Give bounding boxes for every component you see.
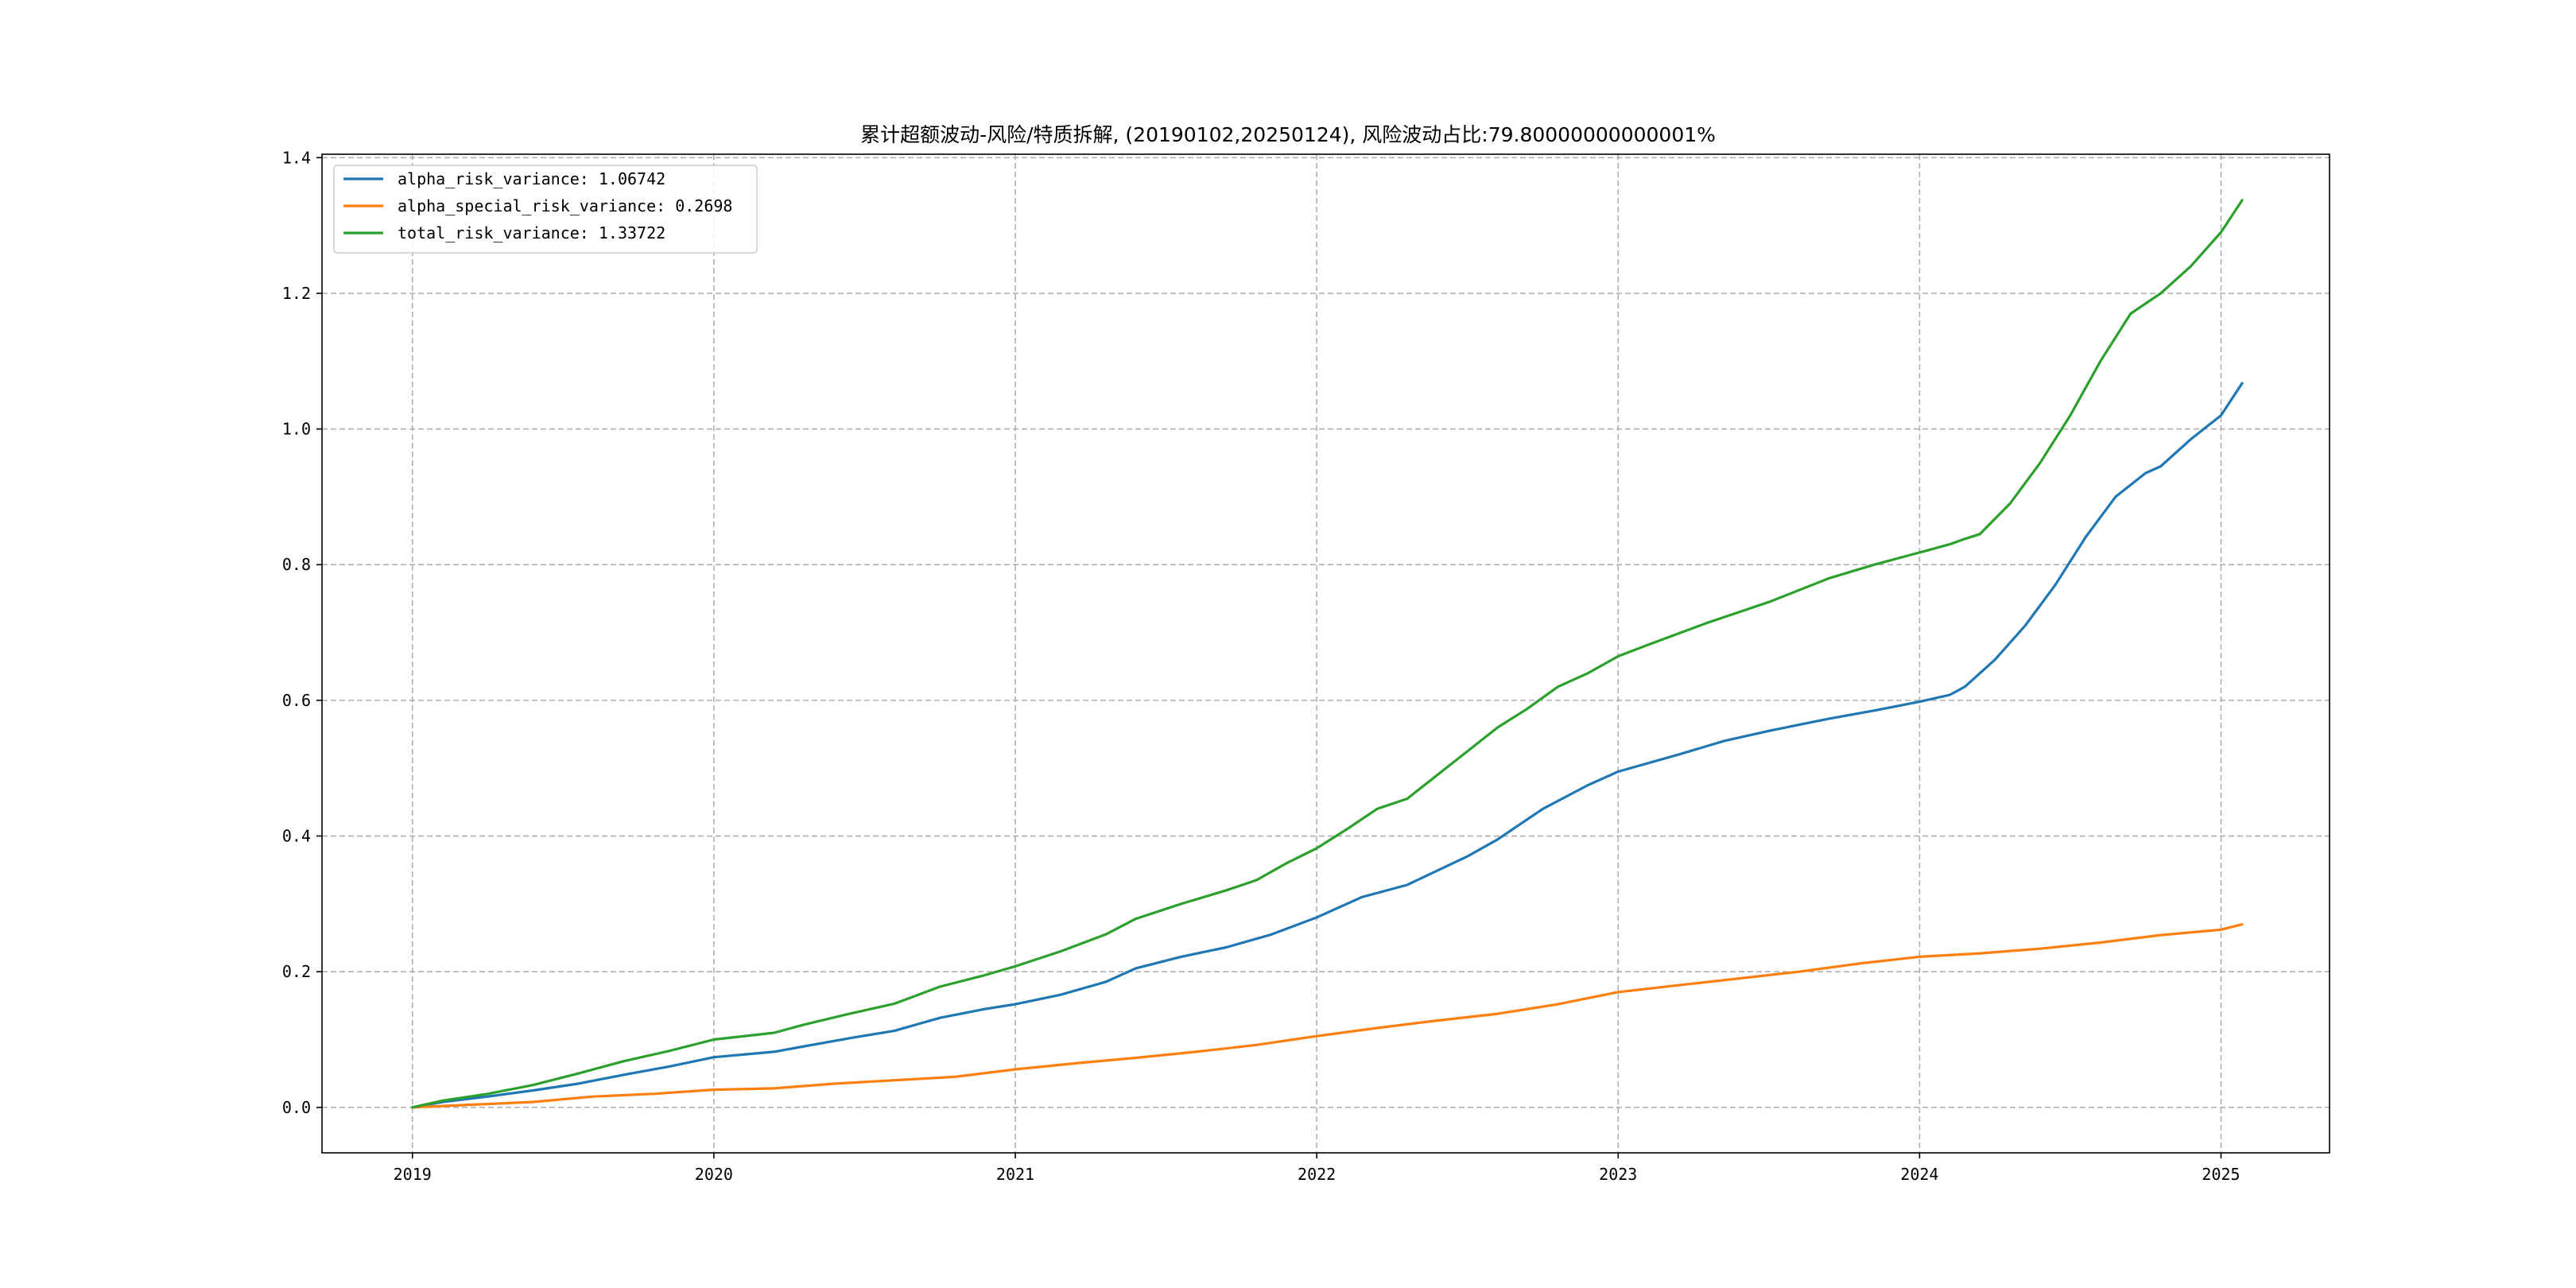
y-tick-label: 0.8 [282, 555, 311, 574]
x-tick-label: 2024 [1900, 1165, 1938, 1184]
chart-title: 累计超额波动-风险/特质拆解, (20190102,20250124), 风险波… [860, 123, 1716, 146]
x-tick-label: 2022 [1298, 1165, 1336, 1184]
legend-label-total-risk-variance: total_risk_variance: 1.33722 [398, 223, 665, 242]
legend-box [333, 165, 758, 254]
plot-area [322, 154, 2330, 1153]
series-line-alpha-risk-variance [411, 382, 2244, 1109]
y-tick-label: 1.2 [282, 284, 311, 303]
legend-label-alpha-special-risk-variance: alpha_special_risk_variance: 0.2698 [398, 196, 732, 215]
series-line-total-risk-variance [411, 199, 2244, 1109]
grid-lines [322, 154, 2330, 1153]
plot-frame [321, 153, 2330, 1154]
x-tick-label: 2021 [996, 1165, 1034, 1184]
x-tick-label: 2019 [394, 1165, 432, 1184]
legend-label-alpha-risk-variance: alpha_risk_variance: 1.06742 [398, 169, 665, 188]
x-tick-label: 2025 [2202, 1165, 2240, 1184]
y-tick-label: 0.0 [282, 1098, 311, 1117]
x-tick-label: 2020 [695, 1165, 733, 1184]
series-line-alpha-special-risk-variance [411, 923, 2244, 1109]
legend: alpha_risk_variance: 1.06742 alpha_specia… [333, 165, 758, 254]
y-tick-label: 1.0 [282, 420, 311, 439]
y-tick-label: 0.6 [282, 691, 311, 710]
axis-ticks: 2019 2020 2021 2022 2023 2024 2025 0.0 0.2 0.4 0.6… [282, 148, 2240, 1184]
y-tick-label: 1.4 [282, 148, 311, 167]
series-lines [411, 199, 2244, 1109]
x-tick-label: 2023 [1599, 1165, 1637, 1184]
y-tick-label: 0.4 [282, 827, 311, 846]
y-tick-label: 0.2 [282, 962, 311, 981]
